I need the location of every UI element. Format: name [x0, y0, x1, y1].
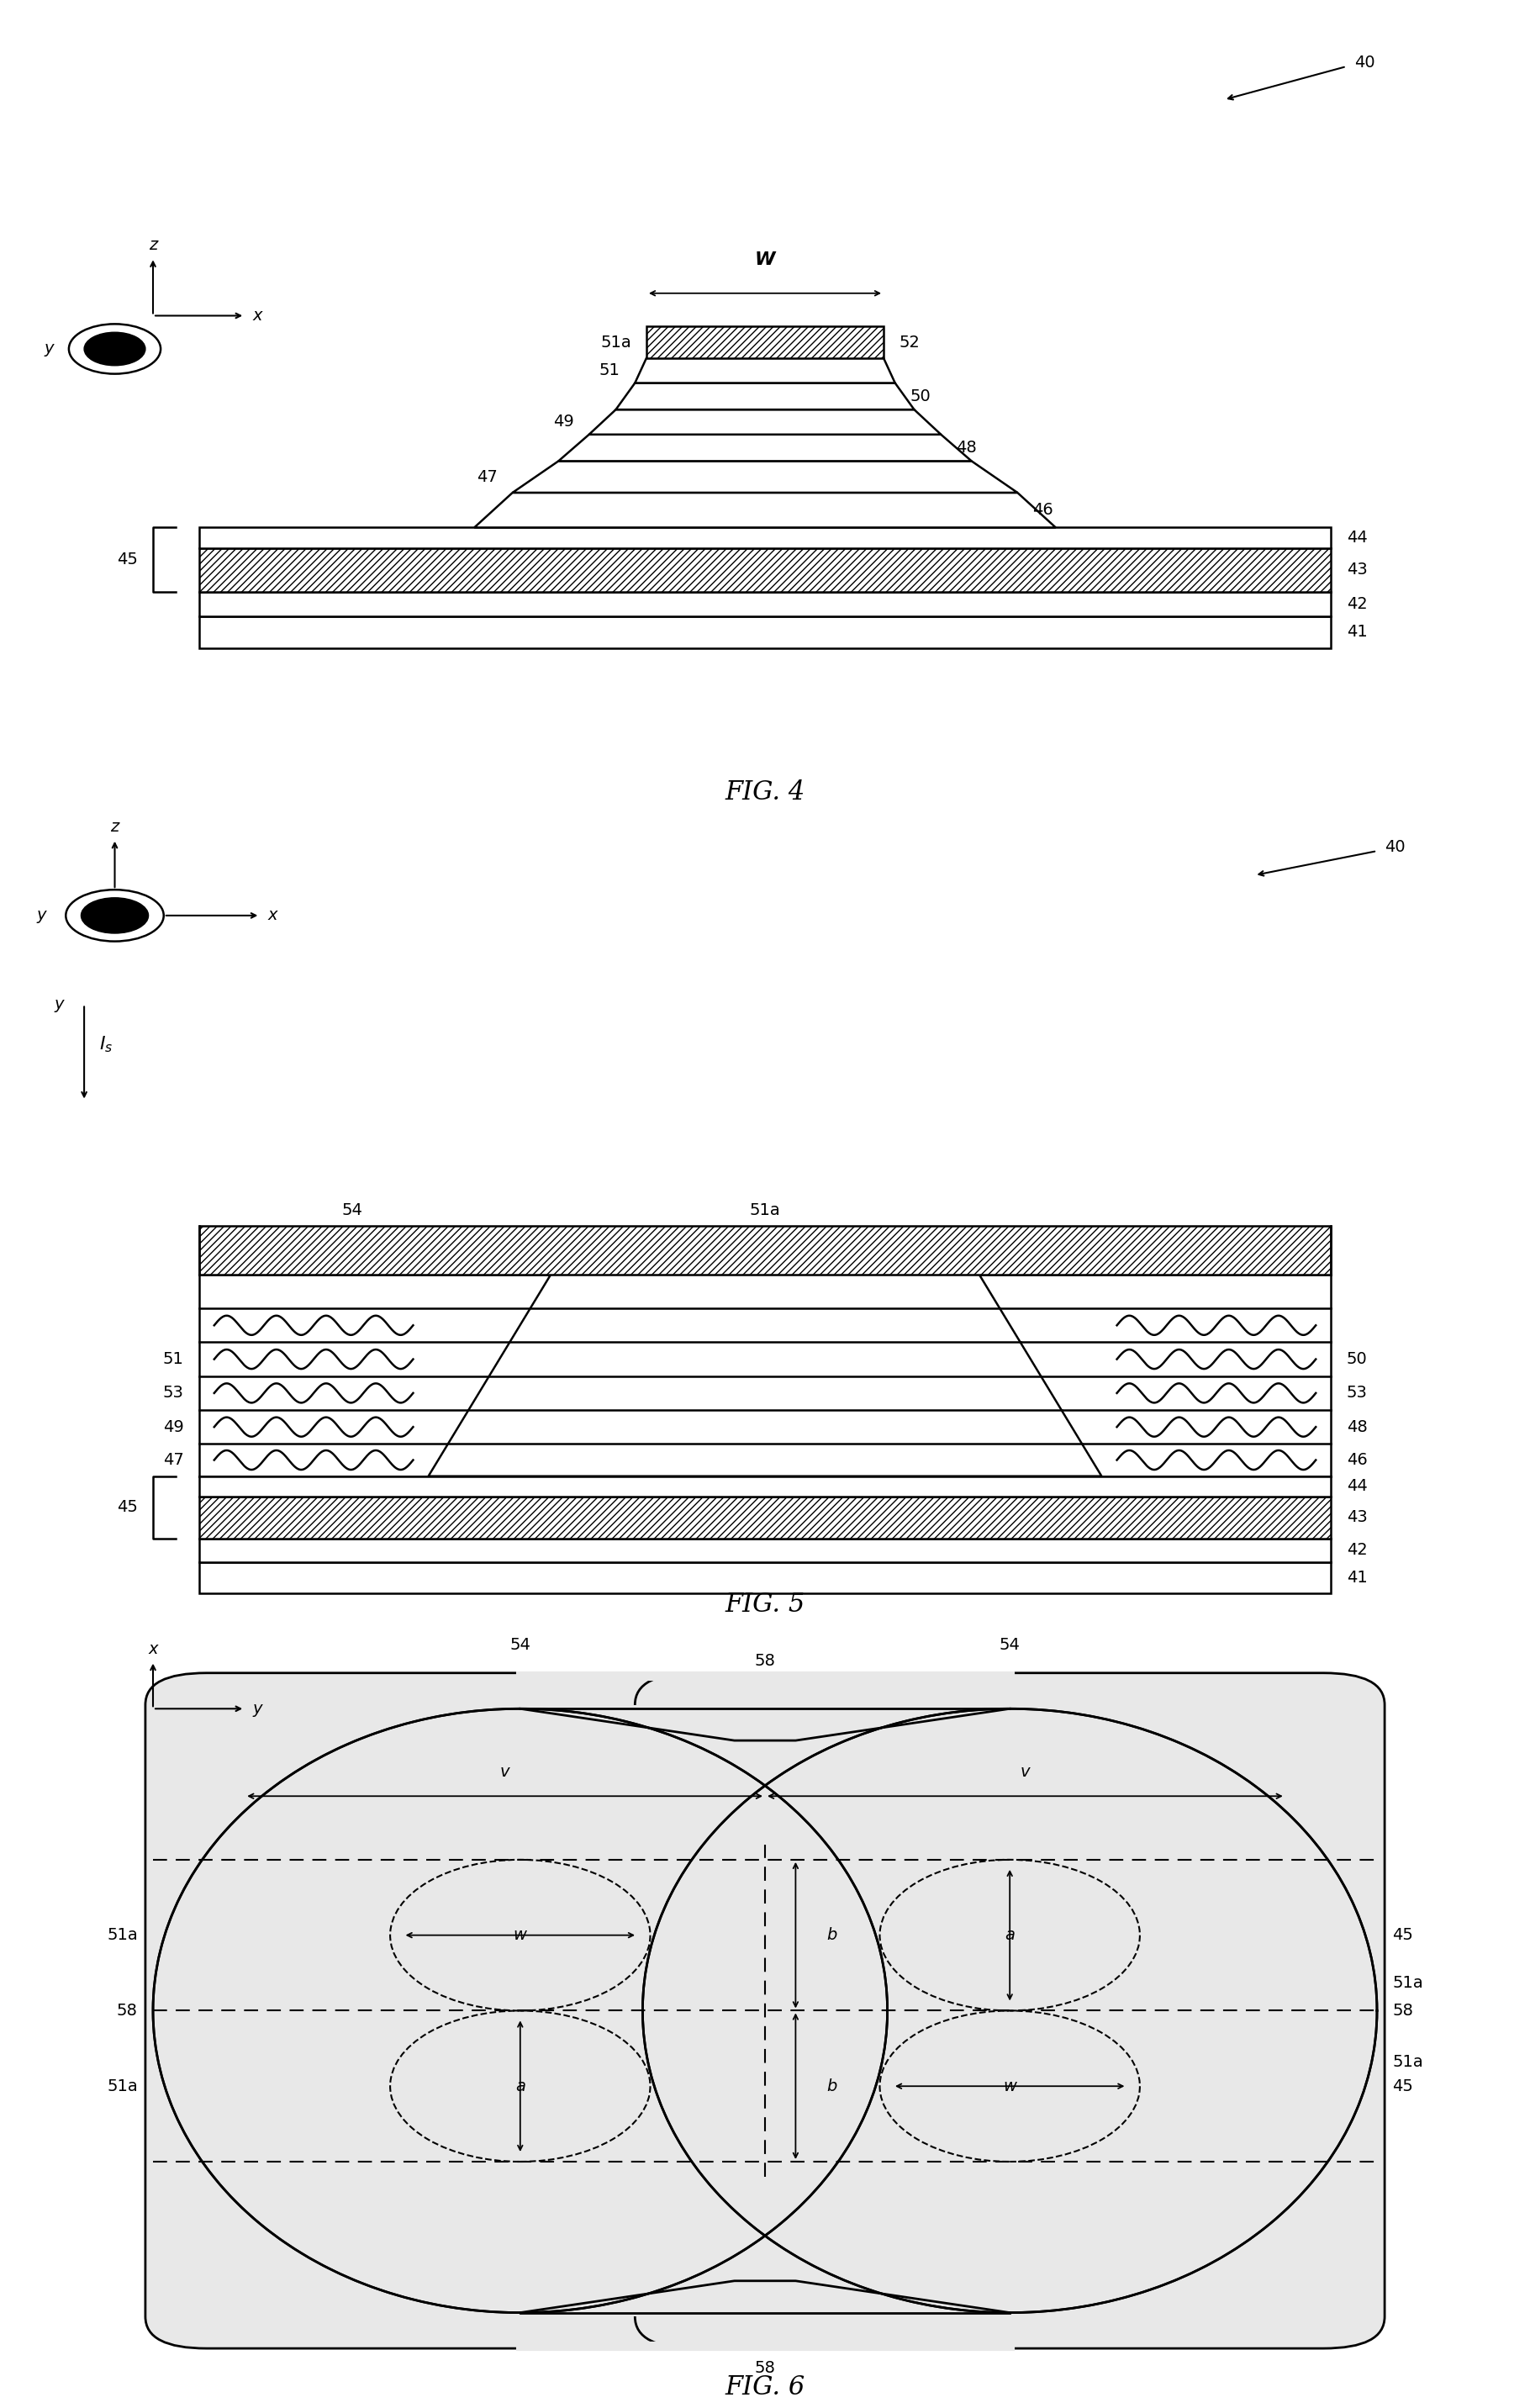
Text: w: w	[514, 1926, 526, 1943]
Text: 42: 42	[1346, 595, 1368, 612]
Ellipse shape	[643, 1710, 1377, 2312]
Ellipse shape	[704, 1710, 1316, 2312]
Bar	[199, 527, 1331, 549]
Bar	[199, 549, 1331, 592]
Text: 53: 53	[162, 1385, 184, 1401]
Text: x: x	[268, 908, 277, 925]
FancyBboxPatch shape	[184, 1693, 1346, 2329]
Text: 51: 51	[598, 364, 620, 378]
Text: 50: 50	[910, 388, 932, 405]
Text: 47: 47	[476, 470, 497, 484]
Text: 45: 45	[116, 1500, 138, 1515]
Text: 43: 43	[1346, 1510, 1368, 1524]
Text: x: x	[148, 1642, 158, 1657]
Text: 44: 44	[1346, 1479, 1368, 1495]
Text: 49: 49	[162, 1418, 184, 1435]
Bar	[199, 1226, 1331, 1274]
Text: FIG. 6: FIG. 6	[725, 2374, 805, 2401]
Text: 47: 47	[162, 1452, 184, 1469]
Bar	[199, 1495, 1331, 1539]
Text: 54: 54	[999, 1637, 1021, 1652]
Circle shape	[84, 332, 145, 366]
Text: 50: 50	[1346, 1351, 1368, 1368]
Bar	[199, 1563, 1331, 1594]
Text: w: w	[1004, 2078, 1016, 2095]
Text: 51a: 51a	[750, 1202, 780, 1218]
Text: 45: 45	[1392, 2078, 1414, 2095]
Text: 51a: 51a	[600, 335, 630, 349]
Text: 51: 51	[162, 1351, 184, 1368]
Text: 58: 58	[1392, 2003, 1414, 2018]
Text: 46: 46	[1346, 1452, 1368, 1469]
Text: 58: 58	[754, 2360, 776, 2377]
Text: 51a: 51a	[1392, 2054, 1423, 2071]
FancyBboxPatch shape	[145, 1674, 895, 2348]
Text: 52: 52	[900, 335, 920, 349]
Polygon shape	[589, 409, 941, 433]
Text: 44: 44	[1346, 530, 1368, 547]
Text: 49: 49	[552, 414, 574, 431]
Polygon shape	[646, 327, 884, 359]
Polygon shape	[428, 1274, 1102, 1476]
Bar	[522, 1724, 1008, 2297]
Text: z: z	[148, 238, 158, 253]
Text: a: a	[516, 2078, 525, 2095]
Text: 51a: 51a	[107, 2078, 138, 2095]
Text: 42: 42	[1346, 1544, 1368, 1558]
Ellipse shape	[153, 1710, 887, 2312]
Text: 45: 45	[1392, 1926, 1414, 1943]
Text: b: b	[826, 2078, 837, 2095]
Text: y: y	[37, 908, 46, 925]
Text: z: z	[110, 819, 119, 836]
Text: 54: 54	[509, 1637, 531, 1652]
Text: 48: 48	[956, 441, 978, 455]
Text: 48: 48	[1346, 1418, 1368, 1435]
Text: 51a: 51a	[1392, 1975, 1423, 1991]
Text: y: y	[44, 342, 54, 356]
Text: FIG. 4: FIG. 4	[725, 780, 805, 807]
Polygon shape	[474, 494, 1056, 527]
Text: 46: 46	[1033, 503, 1054, 518]
Text: 41: 41	[1346, 1570, 1368, 1587]
Text: 58: 58	[116, 2003, 138, 2018]
Text: 58: 58	[754, 1652, 776, 1669]
Polygon shape	[615, 383, 913, 409]
Text: 45: 45	[116, 551, 138, 568]
Text: x: x	[252, 308, 262, 323]
Text: y: y	[55, 997, 64, 1011]
Bar	[520, 1705, 1010, 2316]
Text: 54: 54	[341, 1202, 363, 1218]
Bar	[199, 592, 1331, 616]
Text: 40: 40	[1385, 838, 1406, 855]
Text: W: W	[754, 250, 776, 267]
Text: $I_s$: $I_s$	[99, 1035, 113, 1055]
Text: 53: 53	[1346, 1385, 1368, 1401]
Ellipse shape	[214, 1710, 826, 2312]
Polygon shape	[635, 359, 895, 383]
Bar	[199, 1539, 1331, 1563]
Text: v: v	[1021, 1765, 1030, 1780]
Text: 41: 41	[1346, 624, 1368, 641]
Bar	[199, 616, 1331, 648]
Text: 51a: 51a	[107, 1926, 138, 1943]
Text: 40: 40	[1354, 55, 1375, 70]
Circle shape	[81, 898, 148, 934]
Text: 43: 43	[1346, 561, 1368, 578]
Text: b: b	[826, 1926, 837, 1943]
FancyBboxPatch shape	[635, 1674, 1385, 2348]
Text: a: a	[1005, 1926, 1014, 1943]
Polygon shape	[513, 460, 1017, 494]
Bar	[199, 1476, 1331, 1495]
Text: FIG. 5: FIG. 5	[725, 1592, 805, 1618]
Text: v: v	[500, 1765, 509, 1780]
Polygon shape	[558, 433, 972, 460]
Text: y: y	[252, 1700, 262, 1717]
